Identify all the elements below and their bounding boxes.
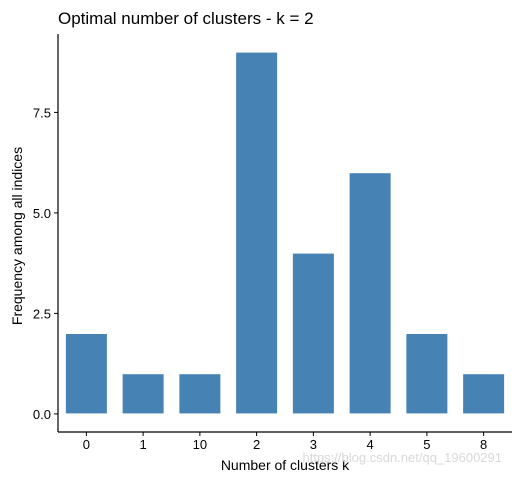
x-tick-label-4: 4 xyxy=(367,437,374,452)
x-tick-label-10: 10 xyxy=(193,437,207,452)
watermark: https://blog.csdn.net/qq_19600291 xyxy=(303,450,503,465)
y-tick-label-1: 2.5 xyxy=(33,306,51,321)
bar-10 xyxy=(178,373,222,415)
plot-area: 0 1 10 2 3 4 5 8 0.0 2.5 5.0 7.5 xyxy=(33,34,512,452)
bar-3 xyxy=(291,252,335,415)
x-tick-label-0: 0 xyxy=(83,437,90,452)
x-tick-label-1: 1 xyxy=(140,437,147,452)
bar-5 xyxy=(405,333,449,415)
y-tick-label-3: 7.5 xyxy=(33,105,51,120)
y-tick-label-2: 5.0 xyxy=(33,206,51,221)
y-axis-title: Frequency among all indices xyxy=(9,147,25,325)
x-tick-label-5: 5 xyxy=(423,437,430,452)
chart-title: Optimal number of clusters - k = 2 xyxy=(58,9,314,28)
x-tick-label-2: 2 xyxy=(253,437,260,452)
x-tick-label-3: 3 xyxy=(310,437,317,452)
x-axis-title: Number of clusters k xyxy=(221,457,350,473)
bar-8 xyxy=(462,373,506,415)
bar-2 xyxy=(235,51,279,415)
bar-0 xyxy=(64,333,108,415)
bar-4 xyxy=(348,172,392,415)
x-tick-label-8: 8 xyxy=(480,437,487,452)
y-tick-label-0: 0.0 xyxy=(33,407,51,422)
bar-1 xyxy=(121,373,165,415)
